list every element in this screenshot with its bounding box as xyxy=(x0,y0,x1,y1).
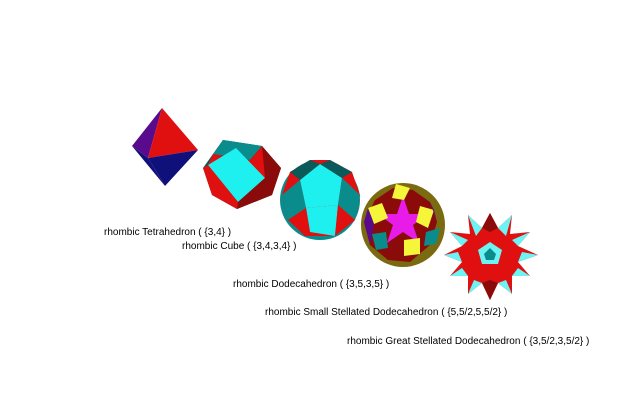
great-icosidodecahedron-face xyxy=(498,280,512,294)
icosidodecahedron-face xyxy=(320,160,352,178)
great-icosidodecahedron-face xyxy=(444,252,462,262)
octahedron-face xyxy=(148,150,198,186)
rhombic-small-stellated-dodecahedron-figure xyxy=(361,183,445,267)
rhombic-tetrahedron-label: rhombic Tetrahedron ( {3,4} ) xyxy=(104,227,232,238)
cuboctahedron-face xyxy=(203,165,238,209)
great-icosidodecahedron-face xyxy=(468,280,482,294)
icosidodecahedron-face xyxy=(300,164,342,208)
dodecadodecahedron-face xyxy=(372,232,388,250)
dodecadodecahedron-face xyxy=(364,208,374,245)
rhombic-cube-label: rhombic Cube ( {3,4,3,4} ) xyxy=(182,241,297,252)
dodecadodecahedron-face xyxy=(378,196,428,243)
icosidodecahedron-face xyxy=(288,208,310,236)
great-icosidodecahedron-face xyxy=(482,280,498,300)
cuboctahedron-face xyxy=(208,148,265,202)
dodecadodecahedron-face xyxy=(368,203,388,224)
octahedron-face xyxy=(132,146,165,186)
great-icosidodecahedron-face xyxy=(518,252,538,262)
great-icosidodecahedron-face xyxy=(468,215,482,236)
great-icosidodecahedron-face xyxy=(450,268,468,276)
octahedron-face xyxy=(132,108,162,158)
rhombic-great-stellated-dodecahedron-figure xyxy=(444,213,538,300)
rhombic-cube-figure xyxy=(203,140,281,209)
dodecadodecahedron-face xyxy=(392,184,410,200)
dodecadodecahedron-face xyxy=(424,228,440,246)
rhombic-small-stellated-dodecahedron-label: rhombic Small Stellated Dodecahedron ( {… xyxy=(265,307,508,318)
great-icosidodecahedron-face xyxy=(498,215,512,236)
dodecadodecahedron-face xyxy=(404,238,420,256)
great-icosidodecahedron-face xyxy=(512,232,530,246)
rhombic-dodecahedron-label: rhombic Dodecahedron ( {3,5,3,5} ) xyxy=(233,279,390,290)
great-icosidodecahedron-face xyxy=(482,213,498,232)
great-icosidodecahedron-face xyxy=(450,232,468,246)
great-icosidodecahedron-face xyxy=(484,248,496,260)
octahedron-face xyxy=(148,108,198,158)
rhombic-tetrahedron-figure xyxy=(132,108,198,186)
great-icosidodecahedron-face xyxy=(512,268,530,276)
icosidodecahedron-face xyxy=(335,205,355,236)
rhombic-dodecahedron-figure xyxy=(280,160,360,240)
rhombic-great-stellated-dodecahedron-label: rhombic Great Stellated Dodecahedron ( {… xyxy=(347,336,590,347)
icosidodecahedron-face xyxy=(338,178,360,220)
icosidodecahedron-face xyxy=(290,160,320,180)
icosidodecahedron-face xyxy=(282,180,306,220)
dodecadodecahedron-face xyxy=(430,202,437,222)
cuboctahedron-face xyxy=(237,178,272,209)
dodecadodecahedron-face xyxy=(416,206,434,228)
icosidodecahedron-face xyxy=(306,205,338,236)
